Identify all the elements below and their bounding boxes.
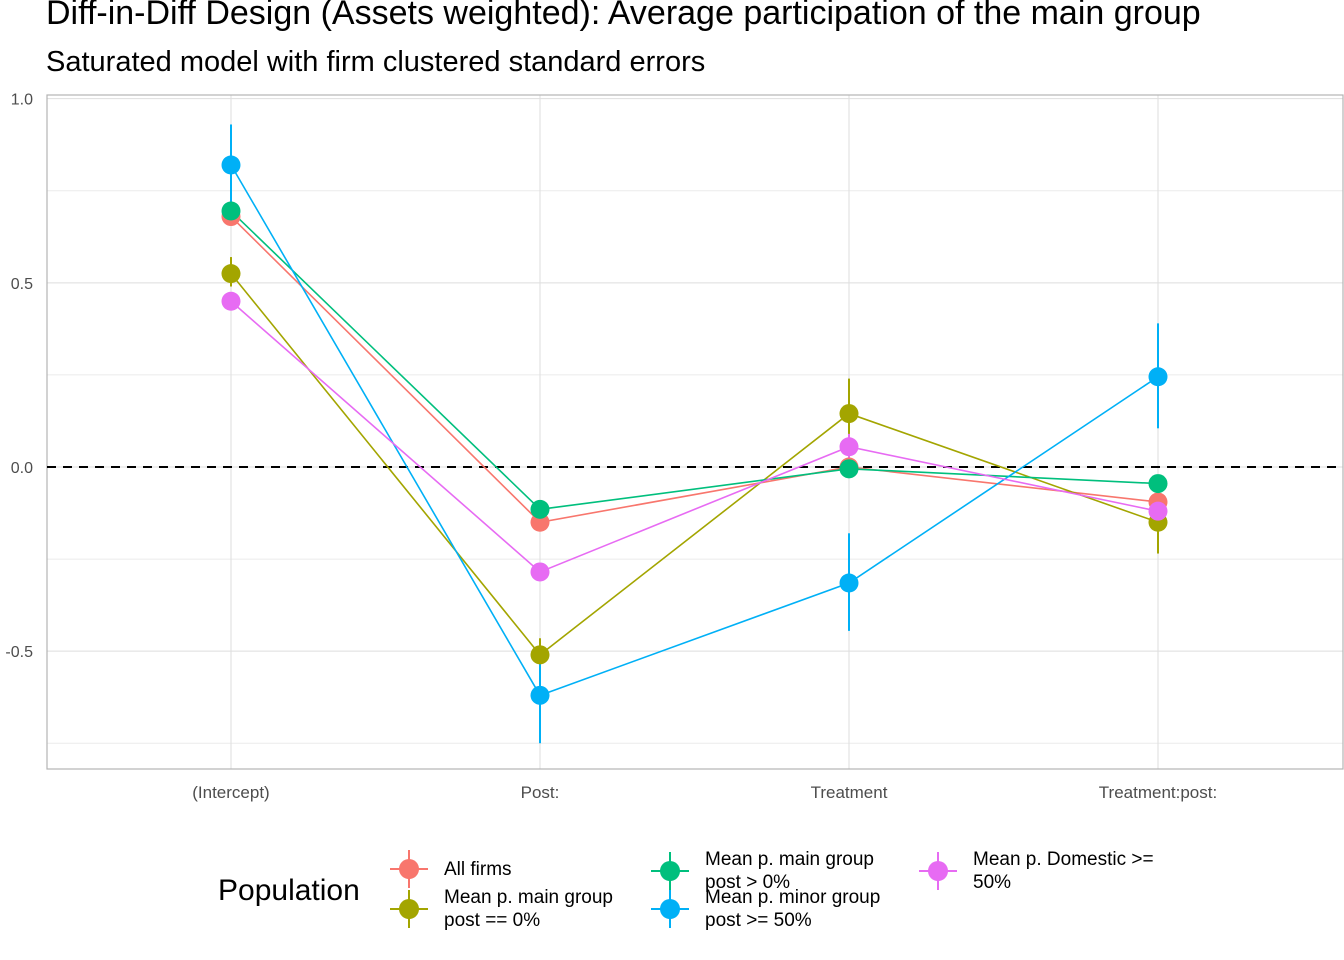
series-lines [230,164,1159,697]
x-tick-label: Treatment [811,783,888,802]
data-point [1148,367,1168,387]
data-point [221,201,241,221]
legend-title: Population [218,874,360,907]
data-point [221,155,241,175]
axes [46,94,1344,770]
data-point [839,437,859,457]
x-tick-label: (Intercept) [192,783,269,802]
legend-key-point [928,861,948,881]
legend-label: All firms [444,858,512,880]
series-line [230,300,1159,573]
legend-key-point [660,899,680,919]
data-point [530,685,550,705]
series-line [230,273,1159,656]
chart-title: Diff-in-Diff Design (Assets weighted): A… [46,0,1201,32]
plot-background [47,95,1343,769]
legend-label: Mean p. Domestic >= 50% [973,849,1154,893]
legend-item: Mean p. main group post == 0% [388,886,613,932]
data-point [839,573,859,593]
legend-key-icon [651,852,689,890]
series-line [230,164,1159,697]
legend-key-icon [651,890,689,928]
legend-key-icon [919,852,957,890]
data-point [839,459,859,479]
x-tick-label: Treatment:post: [1099,783,1217,802]
data-point [839,404,859,424]
legend-item: Mean p. Domestic >= 50% [917,848,1154,894]
legend-item: Mean p. minor group post >= 50% [649,886,880,932]
x-tick-label: Post: [521,783,560,802]
data-point [530,562,550,582]
y-tick-labels: 1.0 0.5 0.0 -0.5 [5,92,33,661]
legend-key-icon [390,850,428,888]
legend-key-point [660,861,680,881]
data-point [530,499,550,519]
legend-label: Mean p. main group post > 0% [705,849,874,893]
y-tick-label: -0.5 [5,644,33,661]
data-point [221,264,241,284]
y-tick-label: 1.0 [11,92,33,109]
x-tick-labels: (Intercept) Post: Treatment Treatment:post: [192,783,1217,802]
data-point [221,291,241,311]
legend-key-point [399,859,419,879]
data-point [530,645,550,665]
data-point [1148,501,1168,521]
legend-item: All firms [388,848,512,890]
legend-label: Mean p. minor group post >= 50% [705,887,881,931]
series-line [230,210,1159,511]
chart-subtitle: Saturated model with firm clustered stan… [46,46,706,78]
data-points [221,155,1168,705]
y-tick-label: 0.0 [11,460,33,477]
panel-border [46,94,1344,770]
legend-label: Mean p. main group post == 0% [444,887,613,931]
y-tick-label: 0.5 [11,276,33,293]
legend-key-icon [390,890,428,928]
series-line [230,215,1159,524]
legend-key-point [399,899,419,919]
legend-item: Mean p. main group post > 0% [649,848,874,894]
data-point [1148,474,1168,494]
